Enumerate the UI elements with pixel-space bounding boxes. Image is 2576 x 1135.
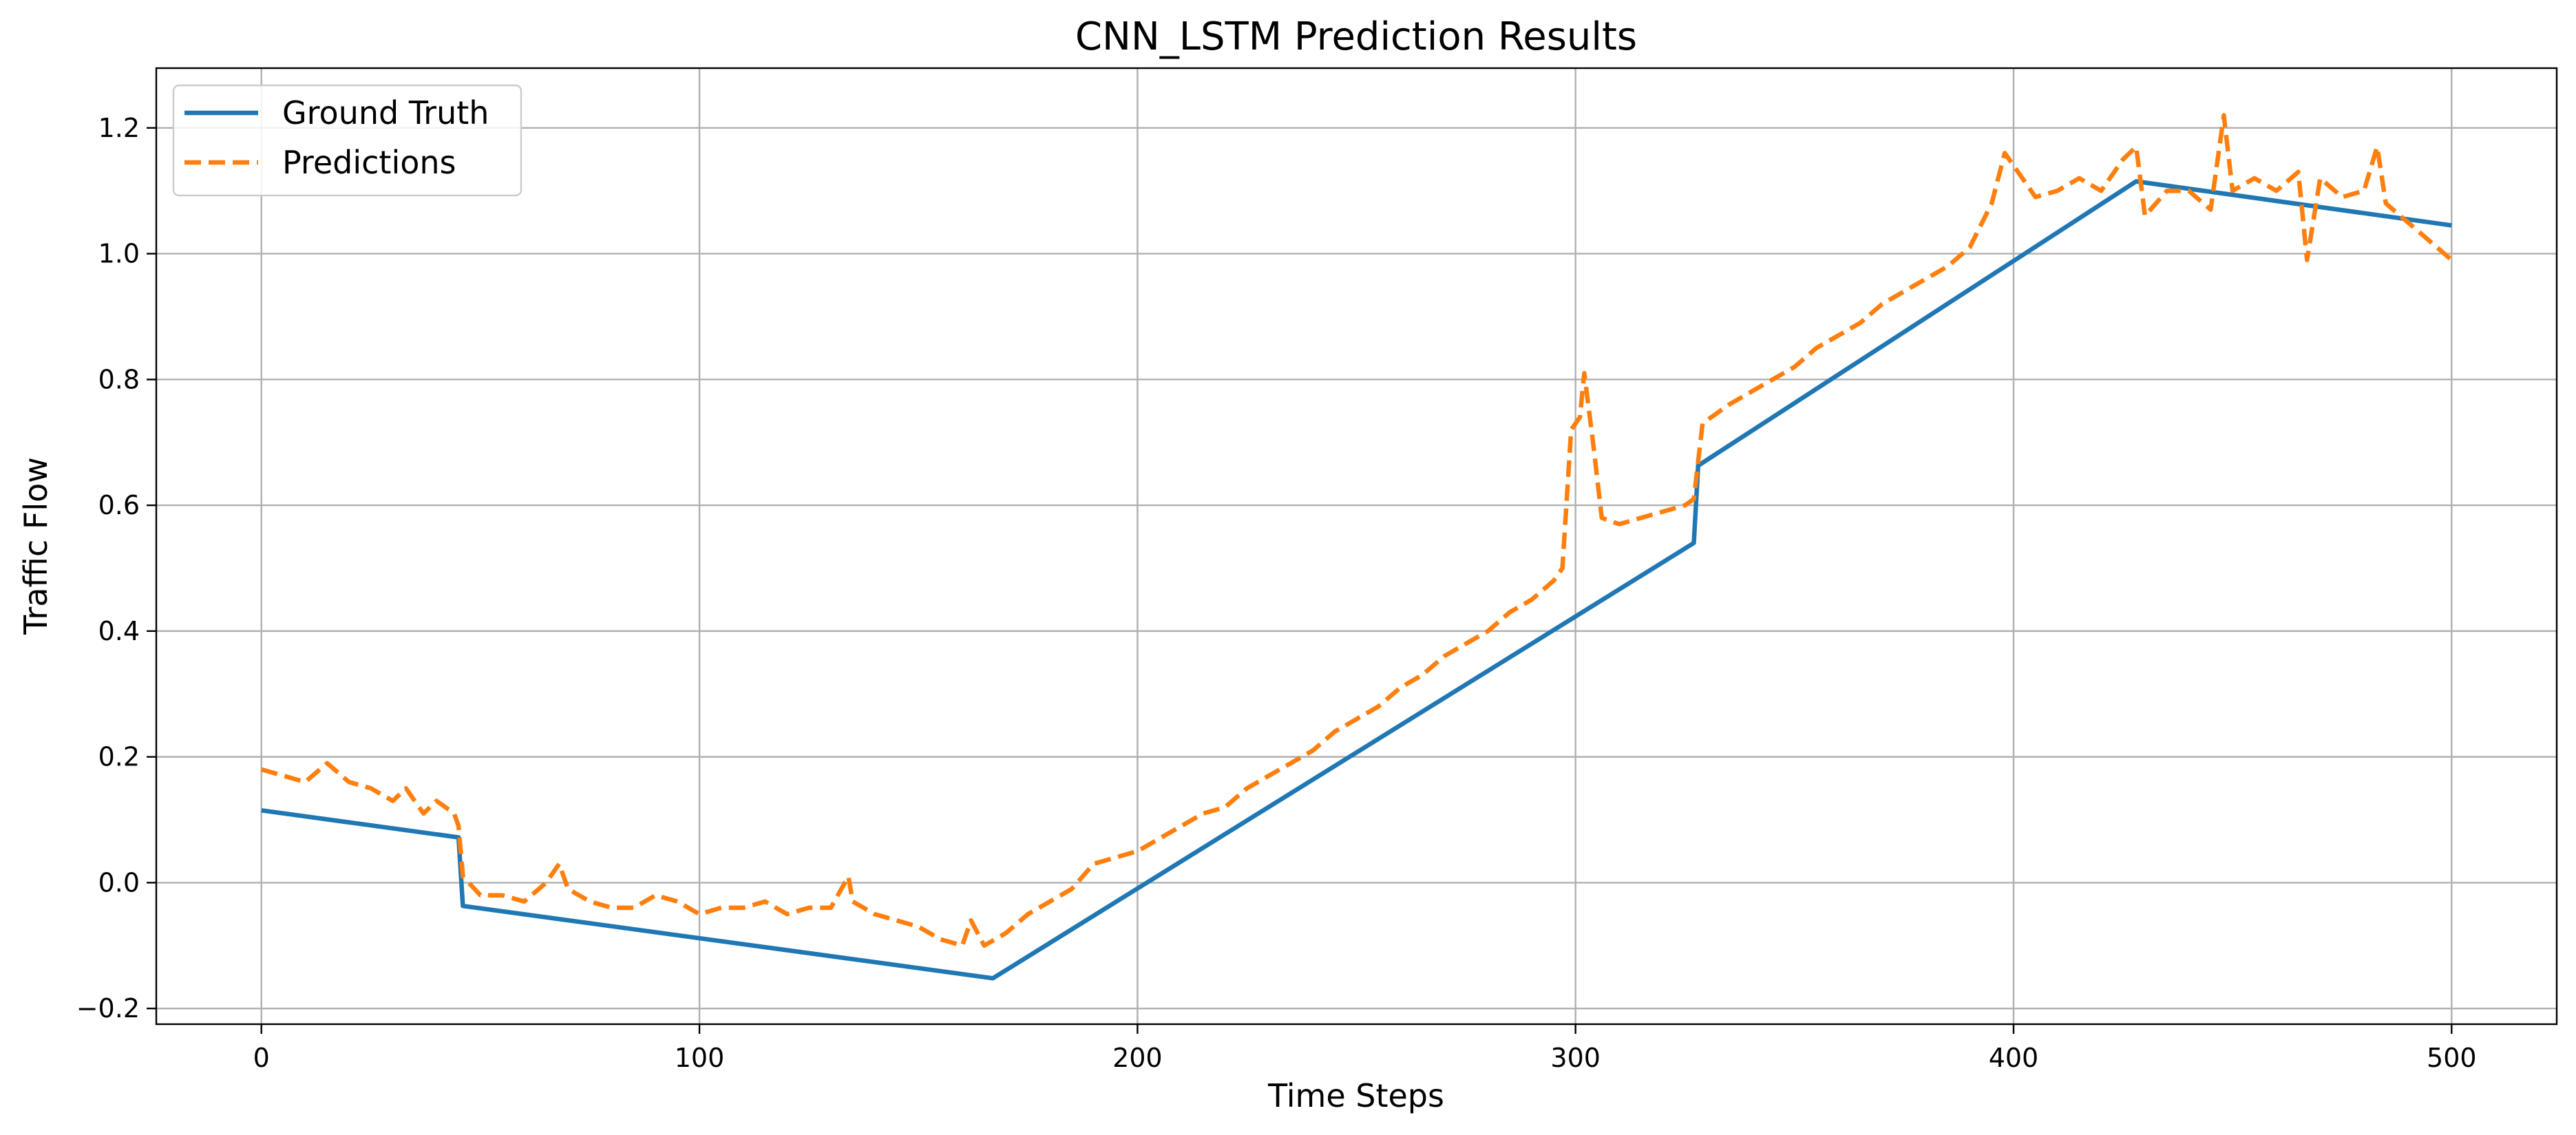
y-axis-label: Traffic Flow — [17, 457, 54, 635]
y-tick-label: 0.2 — [98, 742, 140, 772]
legend-box — [172, 84, 522, 197]
y-tick-label: 0.0 — [98, 867, 140, 898]
x-axis-label: Time Steps — [1267, 1077, 1444, 1114]
y-tick-label: 1.2 — [98, 113, 140, 143]
chart-title: CNN_LSTM Prediction Results — [1075, 14, 1637, 59]
x-tick-label: 500 — [2427, 1043, 2477, 1073]
x-tick-label: 400 — [1989, 1043, 2039, 1073]
y-tick-label: 0.4 — [98, 616, 140, 646]
y-tick-label: −0.2 — [76, 993, 140, 1023]
plot-frame — [155, 67, 2558, 1026]
x-tick-label: 100 — [675, 1043, 725, 1073]
axis-ticks: 0 100 200 300 400 500 −0.2 0.0 0.2 0.4 0.6 0.8 1.0 1.… — [76, 113, 2477, 1073]
x-tick-label: 200 — [1112, 1043, 1163, 1073]
y-tick-label: 1.0 — [98, 239, 140, 269]
y-tick-label: 0.6 — [98, 490, 140, 520]
series-lines — [260, 113, 2453, 981]
legend-label-ground-truth: Ground Truth — [282, 94, 489, 131]
legend-label-predictions: Predictions — [282, 144, 456, 181]
legend: Ground Truth Predictions — [172, 84, 522, 197]
x-tick-label: 0 — [253, 1043, 270, 1073]
grid — [156, 68, 2557, 1024]
y-tick-label: 0.8 — [98, 364, 140, 394]
x-tick-label: 300 — [1550, 1043, 1601, 1073]
predictions-line — [260, 113, 2453, 948]
